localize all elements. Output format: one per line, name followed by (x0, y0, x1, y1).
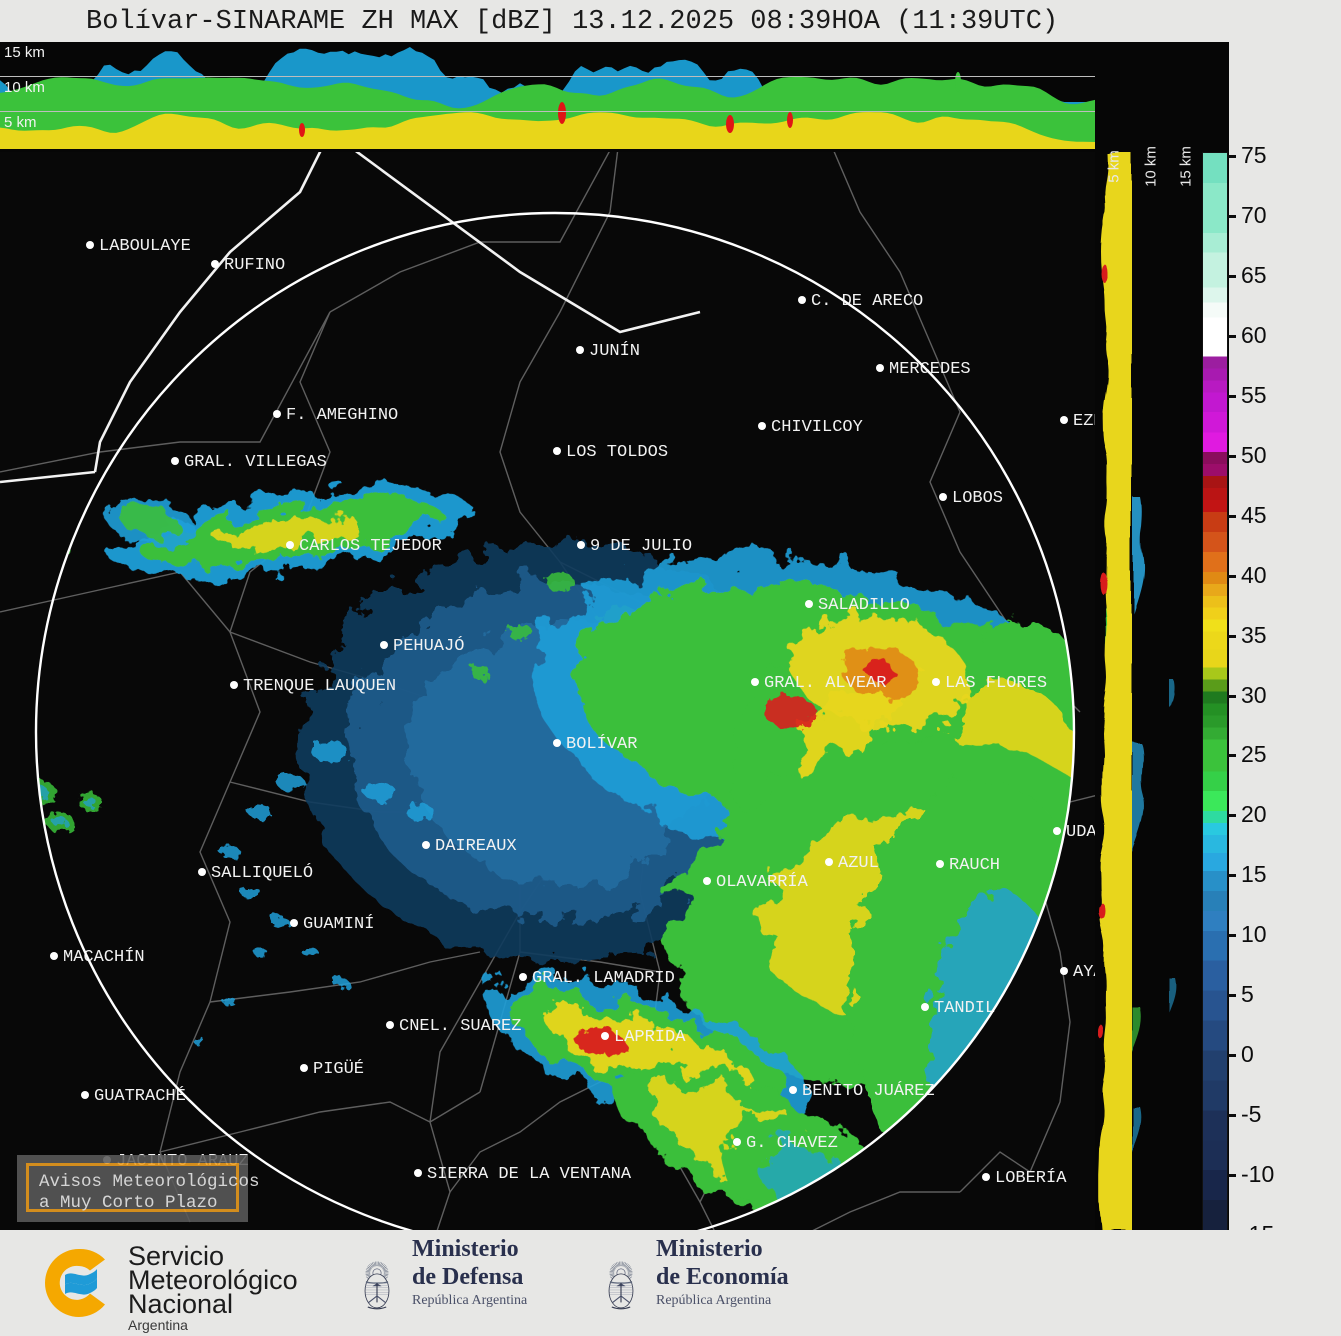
svg-text:GRAL. LAMADRID: GRAL. LAMADRID (532, 969, 675, 988)
svg-text:PEHUAJÓ: PEHUAJÓ (393, 636, 464, 656)
svg-text:MACACHÍN: MACACHÍN (63, 947, 145, 967)
svg-text:UDAQUIOLA: UDAQUIOLA (1066, 823, 1095, 842)
svg-text:CHIVILCOY: CHIVILCOY (771, 418, 863, 437)
svg-text:SALLIQUELÓ: SALLIQUELÓ (211, 863, 313, 883)
svg-text:LOBERÍA: LOBERÍA (995, 1168, 1067, 1188)
svg-text:C. DE ARECO: C. DE ARECO (811, 292, 923, 311)
svg-text:GRAL. VILLEGAS: GRAL. VILLEGAS (184, 453, 327, 472)
svg-text:RUFINO: RUFINO (224, 256, 285, 275)
svg-text:GUATRACHÉ: GUATRACHÉ (94, 1086, 186, 1106)
svg-text:LOS TOLDOS: LOS TOLDOS (566, 443, 668, 462)
svg-text:G. CHAVEZ: G. CHAVEZ (746, 1134, 838, 1153)
svg-text:OLAVARRÍA: OLAVARRÍA (716, 872, 809, 892)
svg-text:BOLÍVAR: BOLÍVAR (566, 734, 637, 754)
svg-text:LABOULAYE: LABOULAYE (99, 237, 191, 256)
svg-text:EZEIZA: EZEIZA (1073, 412, 1095, 431)
svg-text:CARLOS TEJEDOR: CARLOS TEJEDOR (299, 537, 442, 556)
svg-text:F. AMEGHINO: F. AMEGHINO (286, 406, 398, 425)
svg-text:GRAL. ALVEAR: GRAL. ALVEAR (764, 674, 886, 693)
svg-text:DAIREAUX: DAIREAUX (435, 837, 517, 856)
svg-text:BENITO JUÁREZ: BENITO JUÁREZ (802, 1081, 935, 1101)
svg-text:RAUCH: RAUCH (949, 856, 1000, 875)
svg-text:TRENQUE LAUQUEN: TRENQUE LAUQUEN (243, 677, 396, 696)
svg-text:SIERRA DE LA VENTANA: SIERRA DE LA VENTANA (427, 1165, 632, 1184)
svg-text:LAPRIDA: LAPRIDA (614, 1028, 686, 1047)
svg-text:JUNÍN: JUNÍN (589, 341, 640, 361)
svg-text:TANDIL: TANDIL (934, 999, 995, 1018)
svg-text:AYACUCHO: AYACUCHO (1073, 963, 1095, 982)
svg-text:GUAMINÍ: GUAMINÍ (303, 914, 374, 934)
svg-text:PIGÜÉ: PIGÜÉ (313, 1059, 364, 1079)
svg-text:MERCEDES: MERCEDES (889, 360, 971, 379)
svg-text:CNEL. SUAREZ: CNEL. SUAREZ (399, 1017, 521, 1036)
svg-text:9 DE JULIO: 9 DE JULIO (590, 537, 692, 556)
svg-text:AZUL: AZUL (838, 854, 879, 873)
svg-text:SALADILLO: SALADILLO (818, 596, 910, 615)
svg-text:LOBOS: LOBOS (952, 489, 1003, 508)
svg-text:LAS FLORES: LAS FLORES (945, 674, 1047, 693)
